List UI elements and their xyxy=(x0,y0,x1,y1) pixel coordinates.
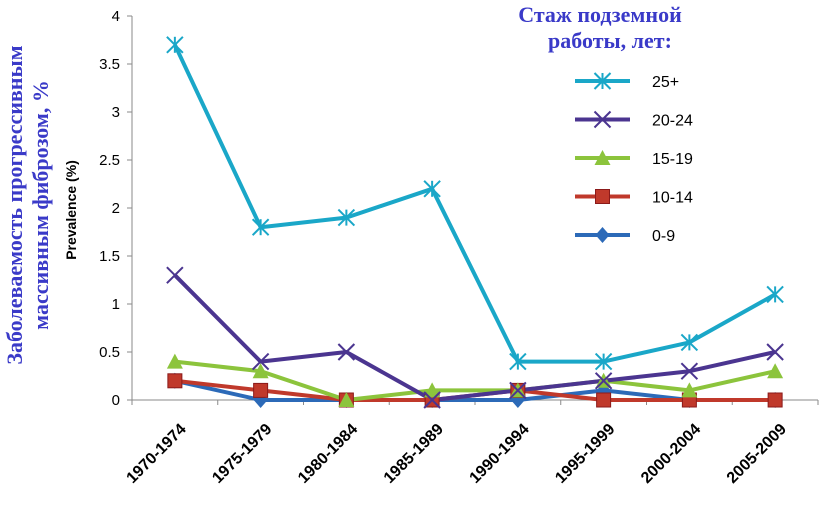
x-tick-label: 1995-1999 xyxy=(552,421,618,487)
data-point-10-14 xyxy=(167,373,183,389)
series-markers xyxy=(166,36,784,409)
legend-marker-20-24 xyxy=(593,110,612,129)
series-line-25- xyxy=(173,43,777,364)
y-tick-label: 0.5 xyxy=(99,344,120,361)
legend-marker-25- xyxy=(593,72,612,90)
y-tick-labels: 0 0.5 1 1.5 2 2.5 3 3.5 4 xyxy=(99,8,120,409)
y-tick-label: 0 xyxy=(112,392,120,409)
x-tick-label: 1980-1984 xyxy=(295,421,361,487)
x-tick-label: 2000-2004 xyxy=(638,421,704,487)
y-axis-label: Prevalence (%) xyxy=(63,160,79,260)
data-point-25- xyxy=(680,333,699,352)
data-point-15-19 xyxy=(252,363,269,379)
data-point-25- xyxy=(337,208,356,227)
x-tick-label: 1990-1994 xyxy=(467,421,533,487)
y-axis-label-russian-line-1: Заболеваемость прогрессивным xyxy=(2,45,27,364)
y-axis-label-russian-line-2: массивным фиброзом, % xyxy=(28,80,53,330)
data-point-20-24 xyxy=(594,372,613,390)
y-tick-label: 4 xyxy=(112,8,120,25)
legend-item-0-9: 0-9 xyxy=(575,227,675,245)
data-point-15-19 xyxy=(338,392,355,407)
series-line-20-24 xyxy=(173,273,776,402)
legend-title-line-2: работы, лет: xyxy=(548,28,672,53)
data-point-25- xyxy=(594,352,613,371)
x-tick-label: 1970-1974 xyxy=(124,421,190,487)
data-point-20-24 xyxy=(166,266,184,284)
x-tick-label: 1985-1989 xyxy=(381,421,447,487)
legend-marker-10-14 xyxy=(595,189,610,204)
data-point-20-24 xyxy=(766,343,784,361)
y-tick-label: 2 xyxy=(112,200,120,217)
legend: 25+ 20-24 15-19 10-14 0-9 xyxy=(575,72,693,245)
data-point-15-19 xyxy=(424,382,441,398)
data-point-15-19 xyxy=(166,353,183,369)
y-tick-label: 3.5 xyxy=(99,56,120,73)
data-point-20-24 xyxy=(251,352,270,371)
legend-label: 0-9 xyxy=(652,228,675,245)
legend-label: 20-24 xyxy=(652,113,693,130)
data-point-10-14 xyxy=(596,392,612,408)
x-tick-labels: 1970-1974 1975-1979 1980-1984 1985-1989 1990… xyxy=(124,421,790,487)
y-tick-label: 1 xyxy=(112,296,120,313)
data-point-25- xyxy=(766,285,784,304)
y-tick-label: 3 xyxy=(112,104,120,121)
legend-marker-0-9 xyxy=(595,227,610,243)
legend-item-10-14: 10-14 xyxy=(575,189,693,207)
data-point-20-24 xyxy=(423,391,441,409)
legend-item-20-24: 20-24 xyxy=(575,110,693,130)
legend-label: 25+ xyxy=(652,74,679,91)
data-point-25- xyxy=(166,36,184,54)
data-point-25- xyxy=(423,180,441,198)
y-tick-label: 1.5 xyxy=(99,248,120,265)
x-tick-label: 2005-2009 xyxy=(724,421,790,487)
data-point-10-14 xyxy=(767,392,783,408)
data-point-25- xyxy=(509,352,527,371)
data-point-15-19 xyxy=(681,382,698,398)
data-point-20-24 xyxy=(337,343,356,361)
data-point-20-24 xyxy=(680,362,699,380)
axes xyxy=(127,15,819,405)
legend-title-line-1: Стаж подземной xyxy=(518,2,682,27)
legend-label: 10-14 xyxy=(652,190,693,207)
data-point-15-19 xyxy=(767,363,784,379)
series-lines xyxy=(173,43,777,402)
legend-marker-15-19 xyxy=(594,150,611,165)
legend-label: 15-19 xyxy=(652,151,693,168)
y-tick-label: 2.5 xyxy=(99,152,120,169)
legend-item-25-: 25+ xyxy=(575,72,679,91)
x-tick-label: 1975-1979 xyxy=(209,421,275,487)
series-line-15-19 xyxy=(174,359,776,402)
legend-item-15-19: 15-19 xyxy=(575,150,693,168)
data-point-10-14 xyxy=(253,382,269,398)
data-point-20-24 xyxy=(509,381,527,400)
data-point-25- xyxy=(251,218,270,236)
